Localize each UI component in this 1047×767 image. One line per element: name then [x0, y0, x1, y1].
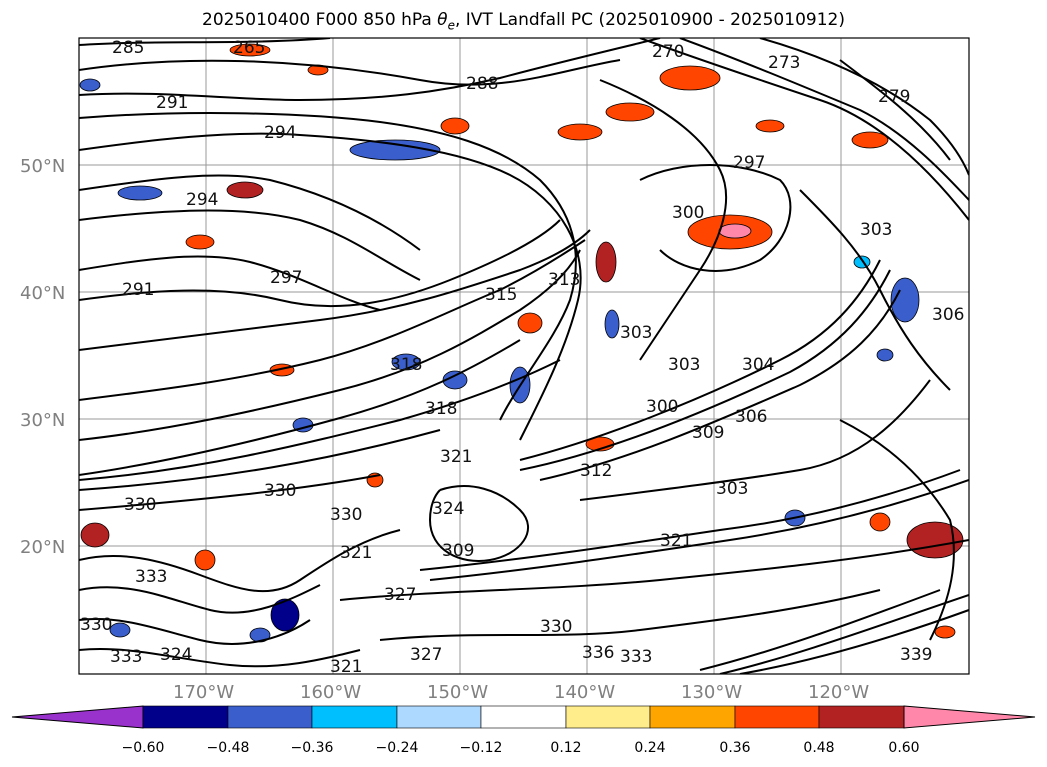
- contour-label: 303: [668, 355, 700, 375]
- lon-label-140w: 140°W: [554, 682, 615, 703]
- map-frame: [78, 37, 970, 675]
- contour-label: 306: [735, 407, 767, 427]
- contour-labels: 285 265 270 273 288 291 294 279 294 300 …: [80, 38, 964, 677]
- colorbar-tick-label: −0.24: [376, 740, 419, 756]
- contour-label: 333: [135, 567, 167, 587]
- contour-label: 336: [582, 643, 614, 663]
- lat-label-50n: 50°N: [20, 156, 65, 177]
- colorbar-extend-high: [903, 705, 1036, 729]
- contour-label: 304: [742, 355, 774, 375]
- contour-label: 306: [932, 305, 964, 325]
- contour-label: 324: [160, 645, 192, 665]
- lon-label-150w: 150°W: [427, 682, 488, 703]
- contour-label: 330: [80, 615, 112, 635]
- contour-label: 303: [716, 479, 748, 499]
- pc-patches: [79, 43, 964, 643]
- contour-label: 318: [390, 355, 422, 375]
- contour-label: 288: [466, 74, 498, 94]
- colorbar-bin: [480, 705, 567, 729]
- contour-label: 279: [878, 87, 910, 107]
- contour-label: 321: [440, 447, 472, 467]
- colorbar-tick-label: 0.24: [634, 740, 665, 756]
- colorbar-bin: [734, 705, 820, 729]
- contour-label: 324: [432, 499, 464, 519]
- colorbar-tick-label: −0.60: [122, 740, 165, 756]
- contour-label: 321: [330, 657, 362, 677]
- contour-label: 297: [733, 153, 765, 173]
- contour-label: 330: [264, 481, 296, 501]
- lon-label-120w: 120°W: [808, 682, 869, 703]
- colorbar-bin: [227, 705, 313, 729]
- colorbar-bin: [565, 705, 651, 729]
- contour-label: 327: [384, 585, 416, 605]
- longitude-labels: 170°W 160°W 150°W 140°W 130°W 120°W: [173, 682, 869, 703]
- contour-label: 303: [620, 323, 652, 343]
- contour-label: 265: [233, 38, 265, 58]
- colorbar-bin: [649, 705, 736, 729]
- colorbar: [11, 705, 1036, 729]
- contour-label: 291: [156, 93, 188, 113]
- contour-label: 294: [264, 123, 296, 143]
- colorbar-tick-label: −0.48: [207, 740, 250, 756]
- contour-label: 291: [122, 280, 154, 300]
- lon-label-130w: 130°W: [681, 682, 742, 703]
- contour-label: 318: [425, 399, 457, 419]
- colorbar-tick-label: 0.36: [719, 740, 750, 756]
- contour-label: 330: [330, 505, 362, 525]
- lat-label-40n: 40°N: [20, 283, 65, 304]
- contour-label: 300: [646, 397, 678, 417]
- lon-label-170w: 170°W: [173, 682, 234, 703]
- colorbar-tick-label: 0.12: [550, 740, 581, 756]
- colorbar-bin: [311, 705, 398, 729]
- colorbar-tick-label: −0.36: [291, 740, 334, 756]
- colorbar-bin: [818, 705, 905, 729]
- contour-label: 315: [485, 285, 517, 305]
- contour-label: 313: [548, 270, 580, 290]
- contour-label: 294: [186, 190, 218, 210]
- contour-label: 285: [112, 38, 144, 58]
- contour-label: 321: [660, 531, 692, 551]
- contour-label: 312: [580, 461, 612, 481]
- theta-e-contours: [79, 38, 969, 674]
- lon-label-160w: 160°W: [300, 682, 361, 703]
- map-panel: 285 265 270 273 288 291 294 279 294 300 …: [79, 38, 969, 677]
- lat-label-20n: 20°N: [20, 537, 65, 558]
- colorbar-tick-label: 0.60: [888, 740, 919, 756]
- colorbar-extend-low: [11, 705, 144, 729]
- colorbar-bin: [396, 705, 482, 729]
- contour-label: 327: [410, 645, 442, 665]
- contour-label: 303: [860, 220, 892, 240]
- lat-label-30n: 30°N: [20, 410, 65, 431]
- contour-label: 273: [768, 53, 800, 73]
- map-title: 2025010400 F000 850 hPa θe, IVT Landfall…: [202, 10, 845, 33]
- contour-label: 330: [540, 617, 572, 637]
- latitude-labels: 50°N 40°N 30°N 20°N: [20, 156, 65, 558]
- contour-label: 333: [110, 647, 142, 667]
- contour-label: 309: [442, 541, 474, 561]
- contour-label: 309: [692, 423, 724, 443]
- contour-label: 330: [124, 495, 156, 515]
- colorbar-tick-labels: −0.60 −0.48 −0.36 −0.24 −0.12 0.12 0.24 …: [122, 740, 920, 756]
- contour-label: 321: [340, 543, 372, 563]
- contour-label: 297: [270, 268, 302, 288]
- contour-label: 300: [672, 203, 704, 223]
- colorbar-tick-label: −0.12: [460, 740, 503, 756]
- contour-label: 270: [652, 42, 684, 62]
- colorbar-bin: [142, 705, 229, 729]
- contour-label: 339: [900, 645, 932, 665]
- contour-label: 333: [620, 647, 652, 667]
- colorbar-tick-label: 0.48: [803, 740, 834, 756]
